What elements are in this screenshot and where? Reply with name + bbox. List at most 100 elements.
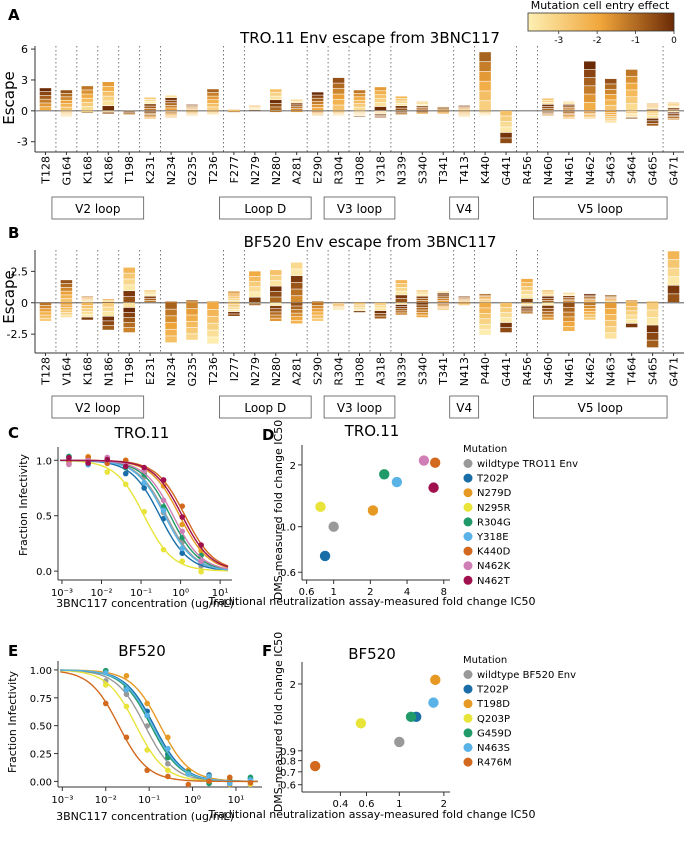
panelB-site-label: G235 [186,357,199,387]
panelA-escape-bar-positive [82,86,94,90]
panelA-site-label: K440 [479,156,492,184]
panelB-escape-bar-positive [291,276,303,282]
panelB-escape-bar-negative [563,317,575,321]
panelC-data-point [104,469,110,475]
panelC-xtick-label: 10⁻² [90,588,112,599]
panelA-escape-bar-positive [647,108,659,109]
panelB-escape-bar-positive [144,301,156,302]
panelA-escape-bar-positive [270,89,282,92]
panelA-site-label: N234 [165,156,178,185]
panelB-escape-bar-negative [605,303,617,308]
panelB-escape-bar-negative [354,303,366,304]
colorbar-tick-label: 0 [671,36,677,46]
panelA-escape-bar-negative [584,111,596,112]
panelB-site-label: A318 [374,357,387,386]
panelB-escape-bar-positive [584,295,596,296]
panelB-site-label: K168 [81,357,94,385]
panelA-site-label: S464 [626,156,639,184]
panelB-escape-bar-positive [270,281,282,286]
panelA-escape-bar-positive [375,103,387,106]
panelD-legend-label: N462T [477,576,511,587]
panelB-escape-bar-negative [584,303,596,305]
panelF-scatter-point [406,712,416,722]
panelE-ytick-label: 0.50 [30,722,52,733]
panelB-site-label: N463 [605,357,618,386]
panelB-escape-bar-positive [270,286,282,291]
panelD-legend-label: R304G [477,517,511,528]
panelB-escape-bar-negative [165,316,177,322]
panelB-escape-bar-negative [521,310,533,311]
panelA-site-label: T128 [39,156,52,185]
panelA-escape-bar-positive [479,52,491,61]
panelA-escape-bar-positive [270,100,282,103]
panelE-data-point [124,704,130,710]
panelE-data-point [103,682,109,688]
panelB-escape-bar-negative [396,311,408,312]
panelB-escape-bar-positive [249,277,261,282]
panelC-data-point [198,559,204,565]
panelB-escape-bar-negative [626,307,638,311]
panelC-data-point [123,464,129,470]
panelA-escape-bar-positive [605,100,617,105]
panelB-escape-bar-positive [123,279,135,284]
panelA-escape-bar-positive [542,109,554,110]
panelA-site-label: S340 [416,156,429,184]
panelE-fit-curve [60,670,258,781]
panel-f-title: BF520 [348,645,396,663]
panelE-data-point [144,747,150,753]
panelA-site-label: A281 [291,156,304,185]
panelA-escape-bar-positive [40,103,52,106]
panelA-ytick-label: 3 [21,74,28,87]
panelB-escape-bar-negative [270,303,282,306]
panelA-escape-bar-positive [647,107,659,108]
panelF-legend-label: R476M [477,758,512,769]
panelB-escape-bar-negative [270,309,282,312]
panelC-data-point [161,477,167,483]
panelC-data-point [141,485,147,491]
panelE-data-point [103,670,109,676]
panelF-legend-marker [464,714,473,723]
panelB-escape-bar-negative [521,312,533,313]
panelB-escape-bar-positive [605,302,617,303]
panelD-xtick-label: 8 [441,587,447,598]
panelA-escape-bar-negative [647,121,659,123]
panelA-escape-bar-positive [542,98,554,99]
panelA-escape-bar-negative [165,116,177,117]
panelA-escape-bar-positive [61,97,73,100]
panelB-site-label: S290 [312,357,325,385]
panelA-escape-bar-negative [605,113,617,114]
panelB-escape-bar-positive [479,297,491,298]
panelB-escape-bar-negative [123,303,135,307]
panelB-escape-bar-positive [61,299,73,302]
panelC-ytick-label: 0.5 [36,512,52,523]
panelA-site-label: N462 [584,156,597,185]
panelD-scatter-point [430,457,440,467]
panelA-escape-bar-positive [626,83,638,89]
panelB-escape-bar-negative [228,314,240,316]
panelA-escape-bar-positive [291,109,303,110]
panelB-escape-bar-negative [333,307,345,308]
panelB-escape-bar-positive [542,296,554,297]
panelF-scatter-point [310,761,320,771]
panelD-scatter-point [392,477,402,487]
panelA-escape-bar-positive [668,109,680,110]
panelA-escape-bar-positive [396,106,408,108]
panel-c-title: TRO.11 [114,424,170,442]
panelB-escape-bar-negative [270,312,282,315]
panelA-escape-bar-negative [563,115,575,116]
panelC-data-point [66,455,72,461]
panelF-legend-marker [464,670,473,679]
panelA-escape-bar-negative [144,112,156,113]
panelB-escape-bar-positive [437,291,449,292]
panelB-escape-bar-negative [291,306,303,309]
panelE-ytick-label: 0.00 [30,777,52,788]
panelA-escape-bar-positive [668,105,680,106]
panelB-escape-bar-negative [333,305,345,306]
panel-d: D TRO.11 DMS-measured fold change IC50 T… [208,420,579,608]
panelA-escape-bar-positive [626,104,638,110]
panelB-escape-bar-negative [123,318,135,322]
panelA-escape-bar-positive [270,96,282,99]
panelB-escape-bar-negative [417,313,429,315]
